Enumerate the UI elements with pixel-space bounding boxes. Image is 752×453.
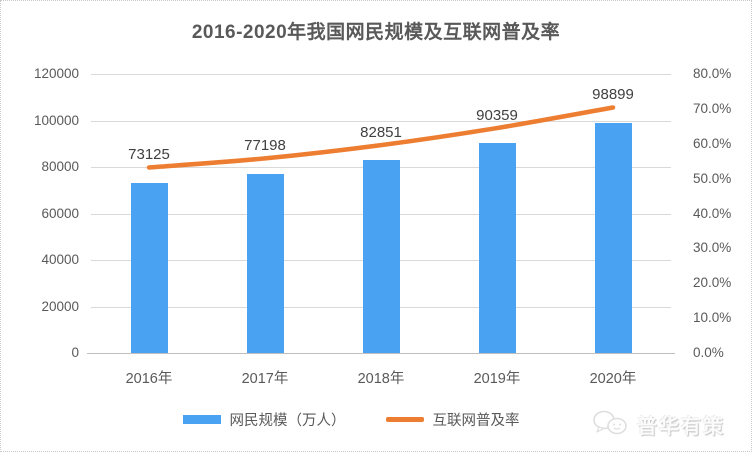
left-axis-tick-label: 80000	[41, 159, 79, 174]
right-axis-tick-label: 30.0%	[693, 240, 732, 256]
left-axis-tick-label: 0	[71, 345, 79, 360]
right-axis-tick-label: 50.0%	[693, 170, 732, 186]
bar-data-label: 82851	[360, 124, 402, 142]
x-axis-tick-label: 2017年	[241, 371, 289, 387]
legend: 网民规模（万人） 互联网普及率	[1, 409, 701, 430]
legend-item-line-series: 互联网普及率	[385, 409, 520, 430]
legend-item-bar-series: 网民规模（万人）	[182, 409, 346, 430]
x-axis-tick-label: 2019年	[473, 371, 521, 387]
bar-data-label: 90359	[476, 107, 518, 125]
bar	[362, 160, 400, 353]
watermark: 普华有策	[591, 409, 725, 439]
right-axis-tick-label: 40.0%	[693, 205, 732, 221]
left-axis-tick-label: 60000	[41, 205, 79, 221]
watermark-text: 普华有策	[637, 415, 725, 438]
left-axis-tick-label: 20000	[41, 298, 79, 314]
left-axis-tick-label: 40000	[41, 252, 79, 267]
right-axis-tick-label: 10.0%	[693, 310, 732, 326]
bar	[594, 123, 632, 353]
bar	[130, 182, 168, 353]
chart-title: 2016-2020年我国网民规模及互联网普及率	[191, 22, 561, 43]
right-axis-tick-label: 80.0%	[693, 66, 732, 81]
line-series-swatch	[385, 417, 424, 422]
bar-series-label: 网民规模（万人）	[229, 413, 346, 429]
x-axis-tick-label: 2020年	[589, 371, 637, 387]
x-axis-tick-label: 2016年	[125, 371, 173, 387]
bar-data-label: 77198	[244, 137, 286, 155]
right-axis-tick-label: 60.0%	[693, 135, 732, 151]
right-axis-tick-label: 20.0%	[693, 275, 732, 291]
right-axis-tick-label: 70.0%	[693, 100, 732, 116]
line-series-label: 互联网普及率	[432, 413, 520, 429]
left-axis-tick-label: 100000	[33, 112, 79, 128]
x-axis-line	[87, 353, 675, 354]
gridline	[91, 120, 671, 122]
left-axis-tick-label: 120000	[33, 66, 79, 81]
right-axis-tick-label: 0.0%	[693, 345, 724, 360]
bar	[478, 142, 516, 353]
bar-data-label: 73125	[128, 146, 170, 164]
bar-data-label: 98899	[592, 86, 634, 104]
speech-bubbles-icon	[593, 410, 627, 435]
bar-series-swatch	[182, 415, 221, 424]
x-axis-tick-label: 2018年	[357, 371, 405, 387]
gridline	[91, 74, 671, 75]
bar	[246, 173, 284, 353]
